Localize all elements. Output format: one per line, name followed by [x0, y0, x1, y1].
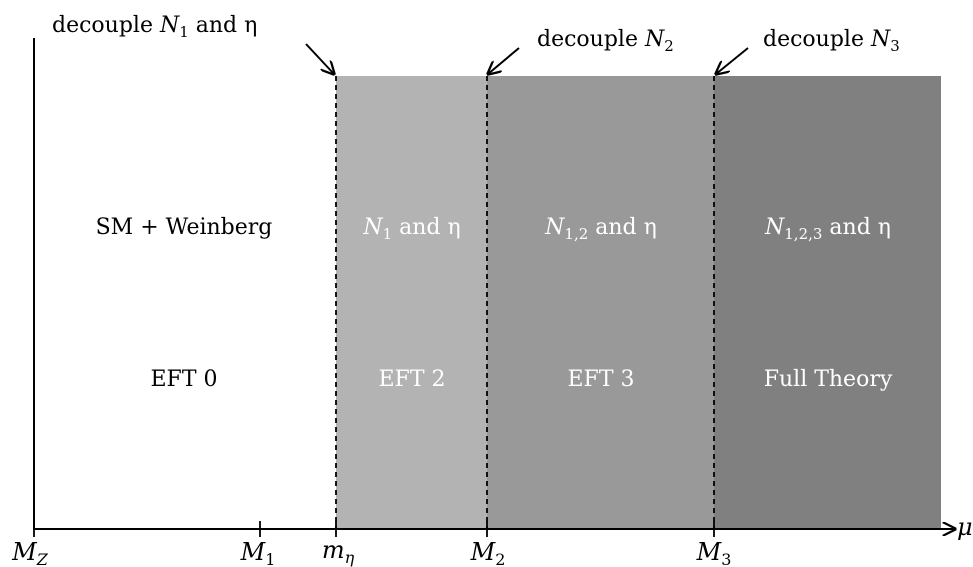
annotation-decouple-n2: decouple N2 [537, 27, 674, 55]
region-eft3-band [487, 76, 714, 529]
region-eft0-content-label: SM + Weinberg [96, 215, 273, 240]
region-eft2-theory-label: EFT 2 [379, 367, 446, 392]
region-eft2-band [336, 76, 487, 529]
tick-label-m-eta: mη [322, 536, 355, 567]
tick-label-m1: M1 [240, 538, 276, 567]
region-full-theory-band [714, 76, 941, 529]
mu-axis-label: μ [957, 513, 973, 541]
region-eft2-content-label: N1 and η [362, 215, 460, 243]
tick-label-m2: M2 [470, 538, 506, 567]
region-full-theory-label: Full Theory [764, 367, 893, 392]
region-eft0-theory-label: EFT 0 [151, 367, 218, 392]
region-eft3-theory-label: EFT 3 [568, 367, 635, 392]
decouple-n1-arrow [305, 43, 334, 74]
annotation-decouple-n1-eta: decouple N1 and η [52, 13, 257, 41]
region-eft3-content-label: N1,2 and η [544, 215, 657, 243]
tick-label-mz: MZ [11, 538, 49, 567]
annotation-decouple-n3: decouple N3 [763, 27, 900, 55]
tick-label-m3: M3 [696, 538, 732, 567]
region-full-content-label: N1,2,3 and η [764, 215, 891, 243]
decouple-n2-arrow [488, 47, 520, 74]
decouple-n3-arrow [716, 47, 749, 74]
